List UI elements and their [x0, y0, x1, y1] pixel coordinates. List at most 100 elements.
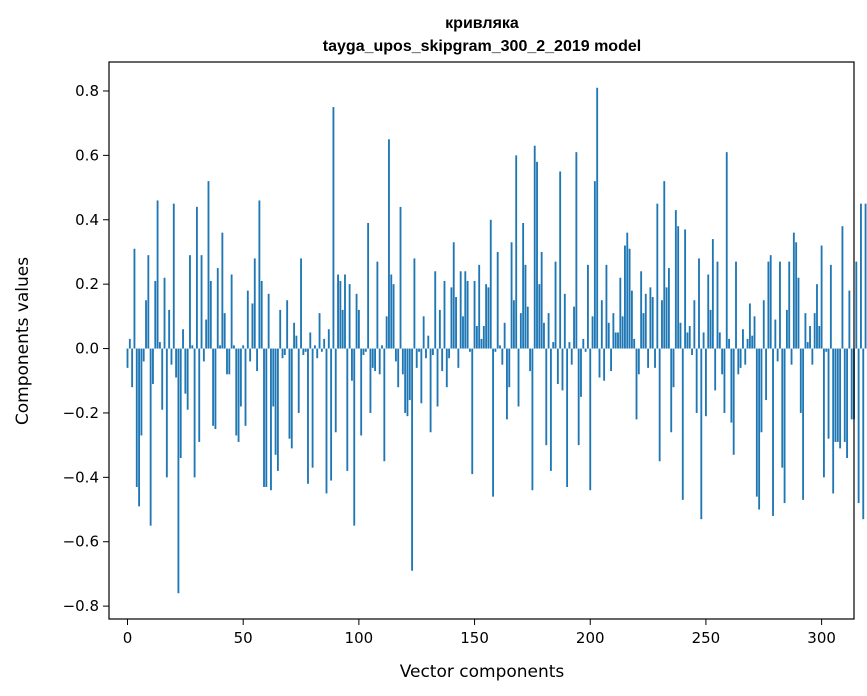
bar-197 — [582, 338, 585, 349]
bar-142 — [455, 297, 457, 349]
bar-249 — [702, 332, 705, 349]
y-tick-label: −0.4 — [63, 468, 99, 486]
bar-230 — [658, 348, 661, 462]
bar-85 — [323, 338, 326, 349]
bar-136 — [441, 348, 444, 372]
bar-315 — [855, 261, 858, 349]
bar-300 — [820, 245, 823, 349]
bar-71 — [290, 348, 293, 449]
bar-293 — [804, 313, 807, 349]
bar-151 — [475, 326, 478, 349]
bar-70 — [288, 348, 291, 439]
bar-176 — [533, 145, 536, 349]
bar-191 — [568, 342, 571, 349]
bar-100 — [357, 309, 360, 349]
bar-80 — [311, 348, 314, 468]
bar-114 — [390, 274, 393, 349]
bar-8 — [145, 300, 147, 349]
bar-168 — [515, 155, 518, 349]
bar-74 — [297, 348, 300, 413]
bar-216 — [626, 232, 629, 349]
bar-319 — [864, 203, 867, 349]
bar-178 — [538, 284, 541, 349]
bar-146 — [464, 271, 467, 349]
bar-81 — [313, 345, 316, 349]
x-tick-label: 200 — [576, 629, 605, 647]
bar-297 — [813, 313, 816, 349]
bar-130 — [427, 335, 430, 349]
bar-125 — [415, 348, 418, 368]
bar-273 — [758, 348, 761, 510]
bar-44 — [228, 348, 231, 375]
bar-261 — [730, 348, 733, 423]
bar-235 — [670, 348, 673, 433]
bar-302 — [825, 348, 828, 352]
bar-238 — [677, 226, 680, 349]
bar-117 — [397, 348, 400, 388]
bar-13 — [156, 200, 159, 349]
bar-239 — [679, 322, 682, 349]
bar-19 — [170, 348, 173, 365]
bar-248 — [700, 348, 703, 520]
bar-149 — [471, 348, 474, 475]
bar-150 — [473, 280, 476, 349]
bar-83 — [318, 313, 321, 349]
bar-126 — [418, 348, 420, 352]
bar-105 — [369, 348, 372, 413]
bar-210 — [612, 313, 615, 349]
bar-294 — [806, 342, 809, 349]
bar-55 — [253, 258, 256, 349]
bar-194 — [575, 152, 578, 349]
bar-313 — [850, 348, 853, 420]
bar-68 — [283, 348, 286, 355]
bar-228 — [654, 348, 656, 368]
bar-128 — [422, 316, 425, 349]
bar-298 — [816, 284, 818, 349]
bar-33 — [202, 348, 205, 362]
bar-62 — [270, 348, 272, 491]
bar-113 — [388, 139, 390, 349]
bar-63 — [272, 348, 275, 407]
bar-40 — [219, 345, 221, 349]
bar-7 — [142, 348, 145, 362]
y-tick-label: −0.8 — [63, 597, 99, 615]
bar-254 — [714, 348, 717, 391]
bar-133 — [434, 271, 437, 349]
bar-148 — [469, 348, 471, 352]
bar-28 — [191, 345, 194, 349]
bar-256 — [718, 332, 721, 349]
bar-202 — [593, 181, 596, 349]
bar-56 — [256, 348, 258, 372]
bar-188 — [561, 348, 564, 391]
bar-251 — [707, 274, 710, 349]
bar-306 — [834, 348, 837, 442]
y-axis-ticks: −0.8 −0.6 −0.4 −0.2 0.0 0.2 0.4 0.6 0.8 — [63, 82, 109, 615]
bar-208 — [607, 322, 610, 349]
bar-22 — [177, 348, 180, 594]
bar-253 — [711, 239, 714, 349]
bar-76 — [302, 348, 305, 355]
x-tick-label: 0 — [123, 629, 133, 647]
bar-95 — [346, 348, 349, 471]
bar-232 — [663, 181, 666, 349]
bar-131 — [429, 348, 432, 433]
bar-189 — [563, 293, 566, 349]
bar-139 — [448, 348, 451, 359]
bar-242 — [686, 332, 689, 349]
bar-101 — [360, 348, 363, 436]
bar-172 — [524, 264, 527, 349]
bar-245 — [693, 300, 696, 349]
bar-201 — [591, 316, 594, 349]
x-tick-label: 50 — [234, 629, 253, 647]
bar-112 — [385, 316, 388, 349]
x-tick-label: 250 — [692, 629, 721, 647]
bar-134 — [436, 348, 439, 407]
bar-21 — [175, 348, 178, 378]
y-tick-label: 0.2 — [75, 275, 99, 293]
bar-237 — [674, 210, 677, 349]
bar-99 — [355, 293, 358, 349]
bar-17 — [165, 348, 168, 478]
bar-34 — [205, 319, 208, 349]
bar-258 — [723, 348, 726, 413]
bar-262 — [732, 348, 735, 455]
